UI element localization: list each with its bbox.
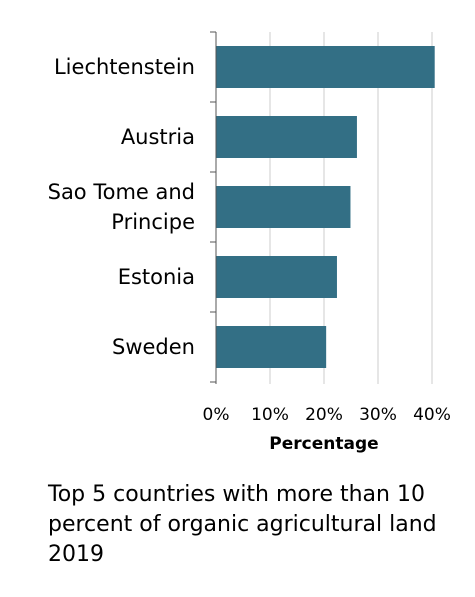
axes <box>210 31 217 384</box>
bar <box>216 326 327 368</box>
category-label: Liechtenstein <box>54 55 195 79</box>
bar <box>216 116 357 158</box>
category-label: Sao Tome and Principe <box>48 180 195 234</box>
category-label: Sweden <box>112 335 195 359</box>
x-axis-title: Percentage <box>269 434 378 454</box>
bar <box>216 186 351 228</box>
chart-caption: Top 5 countries with more than 10 percen… <box>48 482 437 567</box>
bar-chart: Liechtenstein Austria Sao Tome and Principe… <box>48 31 451 454</box>
x-tick-label: 30% <box>359 405 397 425</box>
x-tick-labels: 0% 10% 20% 30% 40% <box>203 405 451 425</box>
bars <box>216 46 435 368</box>
bar <box>216 46 435 88</box>
category-labels: Liechtenstein Austria Sao Tome and Principe… <box>48 55 195 359</box>
x-tick-label: 10% <box>251 405 289 425</box>
x-tick-label: 40% <box>413 405 451 425</box>
bar <box>216 256 337 298</box>
category-label: Austria <box>121 125 195 149</box>
category-label: Estonia <box>118 265 195 289</box>
x-tick-label: 20% <box>305 405 343 425</box>
x-tick-label: 0% <box>203 405 230 425</box>
